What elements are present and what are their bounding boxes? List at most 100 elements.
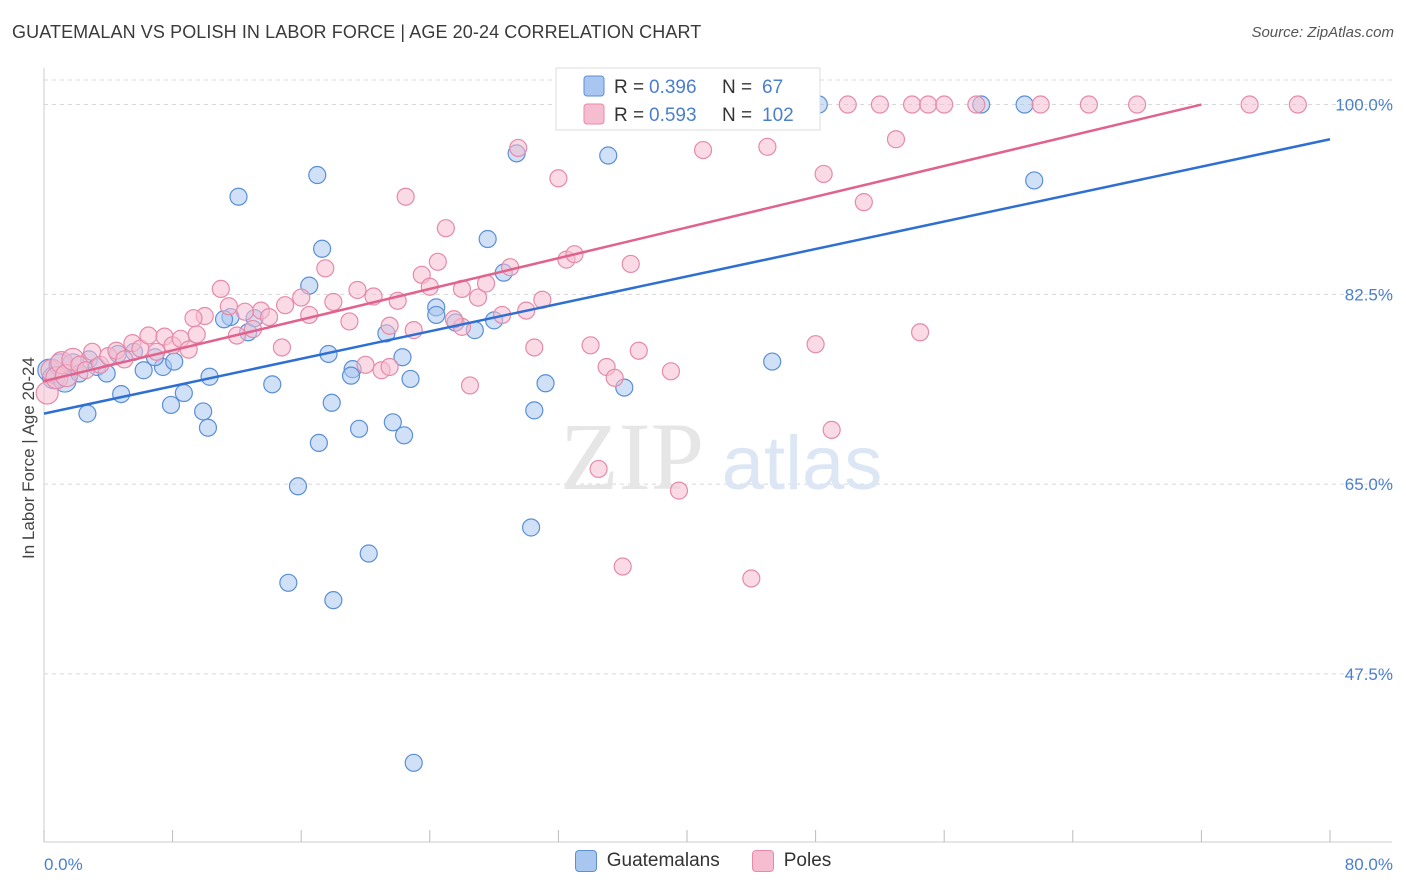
point-poles-28 bbox=[276, 296, 295, 315]
stats-swatch-1 bbox=[583, 103, 605, 125]
point-guatemalans-10 bbox=[78, 404, 97, 423]
point-poles-63 bbox=[621, 254, 640, 274]
point-guatemalans-56 bbox=[599, 146, 618, 165]
point-poles-58 bbox=[581, 336, 600, 355]
point-poles-40 bbox=[396, 187, 415, 206]
point-poles-67 bbox=[661, 362, 681, 381]
point-poles-90 bbox=[1079, 95, 1098, 114]
point-poles-15 bbox=[139, 326, 158, 345]
point-guatemalans-38 bbox=[309, 433, 328, 453]
point-guatemalans-14 bbox=[112, 384, 131, 404]
point-guatemalans-53 bbox=[521, 518, 541, 537]
point-guatemalans-36 bbox=[341, 366, 361, 385]
point-poles-91 bbox=[1127, 95, 1147, 114]
legend-swatch-guatemalans bbox=[574, 850, 597, 872]
point-poles-53 bbox=[525, 338, 544, 357]
point-poles-61 bbox=[605, 368, 624, 387]
point-guatemalans-20 bbox=[194, 402, 213, 421]
point-poles-77 bbox=[806, 335, 825, 354]
point-guatemalans-34 bbox=[393, 348, 412, 367]
stats-r-value-0: 0.396 bbox=[649, 77, 697, 98]
point-guatemalans-41 bbox=[394, 426, 414, 445]
point-poles-97 bbox=[380, 357, 399, 377]
axes bbox=[43, 68, 1392, 843]
point-poles-85 bbox=[910, 323, 930, 342]
point-poles-84 bbox=[902, 95, 922, 114]
point-poles-87 bbox=[935, 95, 954, 114]
point-guatemalans-63 bbox=[763, 352, 782, 371]
point-poles-83 bbox=[886, 130, 906, 149]
stats-swatch-0 bbox=[583, 75, 605, 97]
y-tick-label-1: 65.0% bbox=[1345, 475, 1393, 494]
point-poles-78 bbox=[814, 164, 833, 184]
point-poles-59 bbox=[589, 459, 608, 479]
point-poles-81 bbox=[854, 193, 873, 212]
point-poles-62 bbox=[613, 557, 632, 576]
point-poles-70 bbox=[693, 140, 713, 160]
point-poles-23 bbox=[211, 279, 230, 299]
stats-r-label-0: R = bbox=[614, 77, 644, 98]
y-tick-label-3: 100.0% bbox=[1335, 96, 1393, 115]
point-poles-55 bbox=[549, 169, 568, 188]
trend-lines bbox=[43, 103, 1331, 415]
legend-item-guatemalans: Guatemalans bbox=[574, 850, 720, 872]
stats-n-value-1: 102 bbox=[762, 105, 794, 126]
point-poles-101 bbox=[184, 309, 203, 328]
point-guatemalans-39 bbox=[349, 419, 369, 438]
point-guatemalans-37 bbox=[322, 393, 341, 412]
stats-r-label-1: R = bbox=[614, 105, 644, 126]
point-guatemalans-62 bbox=[1025, 171, 1044, 190]
stats-n-label-0: N = bbox=[722, 77, 752, 98]
point-guatemalans-54 bbox=[404, 753, 423, 772]
y-tick-label-0: 47.5% bbox=[1345, 665, 1393, 684]
legend-label-poles: Poles bbox=[783, 850, 832, 871]
point-guatemalans-13 bbox=[165, 352, 184, 371]
point-guatemalans-25 bbox=[263, 375, 282, 394]
point-guatemalans-35 bbox=[401, 369, 420, 389]
point-poles-64 bbox=[629, 341, 648, 360]
chart-source: Source: ZipAtlas.com bbox=[1251, 24, 1394, 41]
point-poles-31 bbox=[316, 259, 335, 278]
point-poles-82 bbox=[870, 95, 890, 114]
tick-labels: 47.5% 65.0% 82.5% 100.0% 0.0% 80.0% bbox=[44, 96, 1393, 874]
stats-r-value-1: 0.593 bbox=[649, 105, 697, 126]
point-poles-35 bbox=[356, 355, 375, 374]
legend-label-guatemalans: Guatemalans bbox=[606, 850, 720, 871]
point-guatemalans-49 bbox=[478, 229, 497, 249]
point-guatemalans-40 bbox=[383, 413, 402, 432]
point-poles-52 bbox=[509, 138, 528, 158]
point-guatemalans-48 bbox=[427, 305, 446, 325]
point-guatemalans-42 bbox=[288, 477, 308, 496]
point-poles-100 bbox=[272, 338, 292, 357]
point-poles-44 bbox=[428, 252, 447, 271]
y-axis-label: In Labor Force | Age 20-24 bbox=[19, 357, 38, 559]
point-poles-48 bbox=[468, 288, 488, 307]
point-poles-79 bbox=[822, 420, 841, 439]
y-axis-label-group: In Labor Force | Age 20-24 bbox=[19, 357, 38, 559]
point-guatemalans-64 bbox=[536, 374, 555, 393]
point-guatemalans-61 bbox=[1015, 95, 1034, 114]
point-poles-45 bbox=[436, 219, 455, 238]
stats-legend: R = 0.396 N = 67 R = 0.593 N = 102 bbox=[555, 67, 821, 131]
legend-item-poles: Poles bbox=[751, 850, 832, 872]
point-poles-99 bbox=[235, 302, 255, 321]
point-poles-32 bbox=[324, 292, 343, 312]
chart-title: GUATEMALAN VS POLISH IN LABOR FORCE | AG… bbox=[12, 22, 702, 42]
point-poles-33 bbox=[340, 312, 359, 331]
point-poles-73 bbox=[742, 569, 761, 588]
point-poles-89 bbox=[1031, 95, 1050, 114]
point-poles-21 bbox=[187, 325, 206, 344]
watermark-atlas: atlas bbox=[722, 421, 883, 506]
point-poles-96 bbox=[444, 310, 464, 329]
legend-swatch-poles bbox=[751, 850, 774, 872]
point-guatemalans-27 bbox=[229, 187, 248, 206]
x-tick-label-0: 0.0% bbox=[44, 855, 83, 874]
stats-n-value-0: 67 bbox=[762, 77, 783, 98]
point-poles-80 bbox=[838, 95, 857, 114]
point-poles-30 bbox=[300, 305, 319, 325]
point-poles-38 bbox=[380, 316, 399, 335]
point-poles-86 bbox=[919, 95, 938, 114]
stats-n-label-1: N = bbox=[722, 105, 752, 126]
point-guatemalans-44 bbox=[324, 591, 343, 610]
